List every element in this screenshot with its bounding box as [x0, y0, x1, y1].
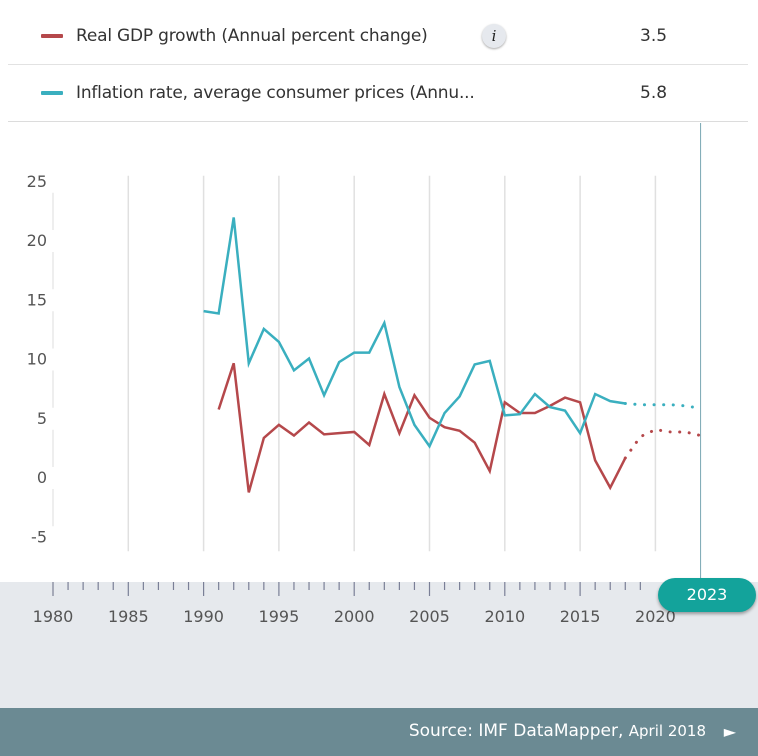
x-tick-label: 1990	[183, 607, 224, 626]
x-tick-label: 2010	[484, 607, 525, 626]
x-tick-label: 2005	[409, 607, 450, 626]
x-tick-label: 2015	[560, 607, 601, 626]
y-tick-label: 20	[27, 231, 47, 250]
y-tick-label: 25	[27, 172, 47, 191]
legend-value-inflation: 5.8	[640, 83, 668, 103]
info-icon[interactable]: i	[482, 24, 506, 48]
inflation-swatch	[41, 91, 63, 95]
play-arrow-icon[interactable]: ►	[723, 722, 736, 741]
y-tick-label: 0	[37, 468, 47, 487]
series-projection-gdp	[623, 428, 703, 460]
series-line-gdp	[217, 362, 627, 493]
x-tick-label: 2020	[635, 607, 676, 626]
x-tick-label: 1980	[33, 607, 74, 626]
gdp-swatch	[41, 34, 63, 38]
source-label: Source: IMF DataMapper,	[408, 721, 624, 741]
x-tick-label: 1995	[259, 607, 300, 626]
legend-row-inflation[interactable]: Inflation rate, average consumer prices …	[8, 65, 748, 122]
source-text[interactable]: Source: IMF DataMapper, April 2018	[409, 721, 706, 741]
y-tick-label: -5	[31, 527, 47, 546]
selected-year-handle[interactable]: 2023	[658, 578, 756, 612]
legend-row-gdp[interactable]: Real GDP growth (Annual percent change) …	[8, 8, 748, 65]
source-footer[interactable]: Source: IMF DataMapper, April 2018 ►	[0, 708, 758, 756]
x-tick-label: 2000	[334, 607, 375, 626]
x-tick-label: 1985	[108, 607, 149, 626]
timeline-slider[interactable]	[0, 582, 758, 708]
legend-value-gdp: 3.5	[640, 26, 668, 46]
source-date: April 2018	[628, 722, 706, 740]
series-projection-inflation	[623, 402, 703, 410]
legend-label-gdp: Real GDP growth (Annual percent change)	[76, 26, 428, 46]
y-tick-label: 10	[27, 350, 47, 369]
y-tick-label: 5	[37, 409, 47, 428]
legend-label-inflation: Inflation rate, average consumer prices …	[76, 83, 475, 103]
y-tick-label: 15	[27, 290, 47, 309]
series-line-inflation	[203, 217, 626, 449]
